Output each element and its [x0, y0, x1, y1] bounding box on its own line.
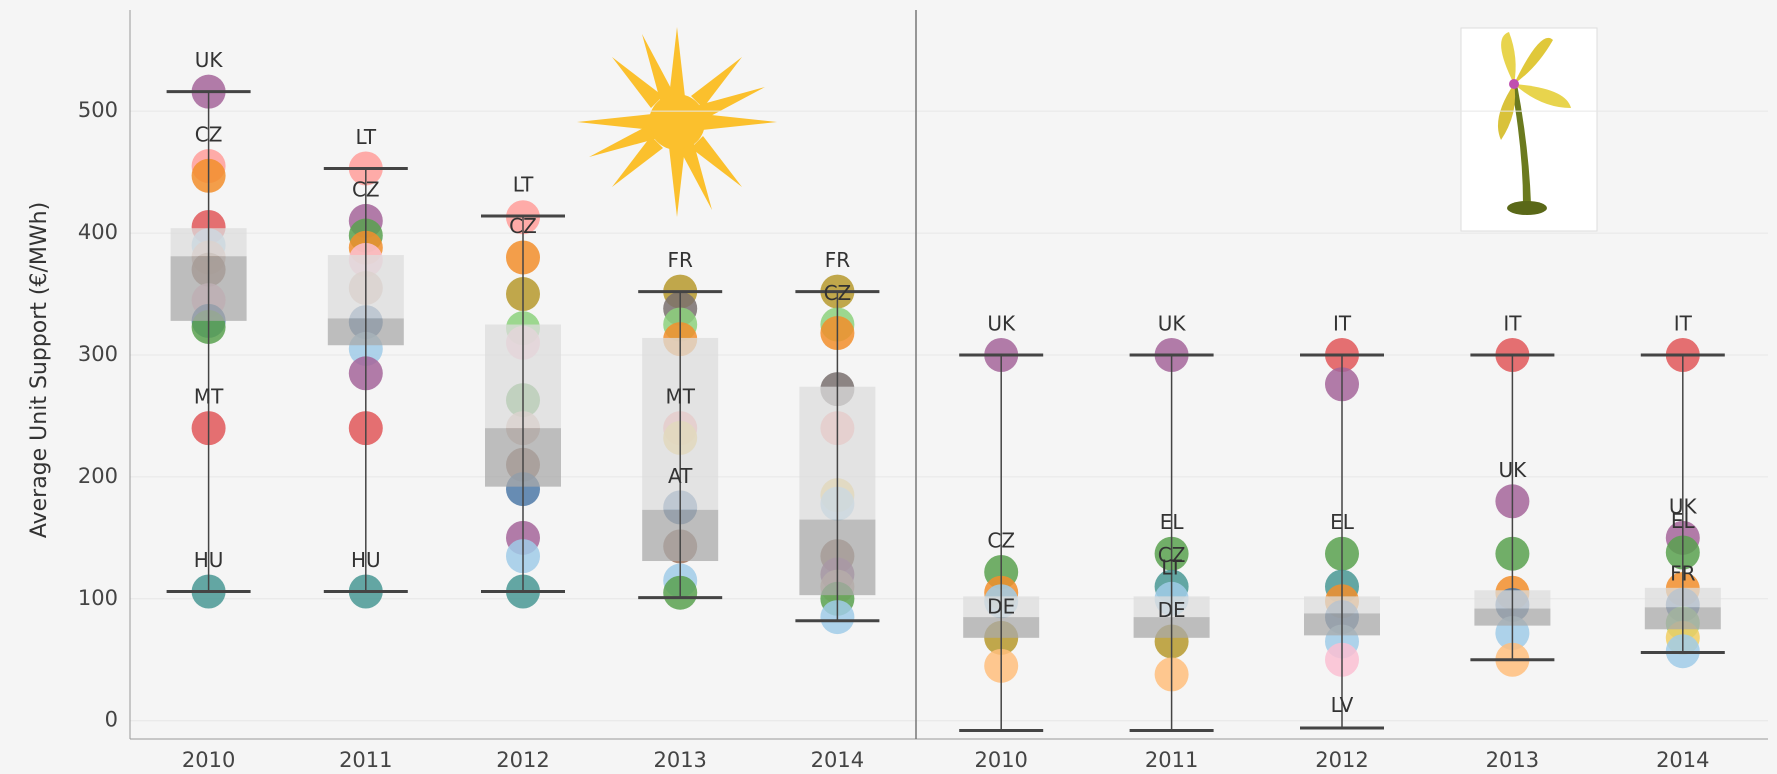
- point-label: CZ: [195, 123, 223, 147]
- point-label: CZ: [509, 214, 537, 238]
- point-label: UK: [195, 48, 224, 72]
- point-label: IT: [1674, 311, 1693, 335]
- x-tick-label: 2010: [182, 748, 235, 772]
- point-label: EL: [1671, 509, 1696, 533]
- point-label: LT: [355, 125, 376, 149]
- point-label: FR: [1670, 561, 1696, 585]
- sun-icon: [577, 27, 777, 217]
- y-tick-label: 200: [78, 464, 118, 488]
- point-label: MT: [194, 385, 224, 409]
- point-label: DE: [987, 594, 1015, 618]
- point-label: HU: [194, 548, 224, 572]
- y-tick-label: 100: [78, 586, 118, 610]
- x-tick-label: 2010: [974, 748, 1027, 772]
- point-label: LT: [513, 173, 534, 197]
- point-label: EL: [1330, 510, 1355, 534]
- x-tick-label: 2014: [1656, 748, 1709, 772]
- point-label: UK: [987, 311, 1016, 335]
- point-label: CZ: [352, 177, 380, 201]
- y-tick-label: 500: [78, 98, 118, 122]
- wind-icon: [1460, 27, 1598, 232]
- point-label: LV: [1331, 693, 1354, 717]
- y-axis-title: Average Unit Support (€/MWh): [27, 202, 52, 538]
- point-label: CZ: [1158, 543, 1186, 567]
- point-label: CZ: [987, 528, 1015, 552]
- y-tick-label: 400: [78, 220, 118, 244]
- point-label: LT: [1161, 555, 1182, 579]
- point-label: HU: [351, 548, 381, 572]
- x-tick-label: 2012: [1315, 748, 1368, 772]
- point-label: FR: [667, 248, 693, 272]
- y-tick-label: 0: [105, 708, 118, 732]
- point-label: EL: [1160, 510, 1185, 534]
- point-label: MT: [665, 385, 695, 409]
- point-label: UK: [1669, 494, 1698, 518]
- point-label: CZ: [824, 281, 852, 305]
- x-tick-label: 2013: [653, 748, 706, 772]
- point-label: AT: [668, 464, 693, 488]
- x-tick-label: 2012: [496, 748, 549, 772]
- point-label: UK: [1499, 458, 1528, 482]
- point-label: DE: [1158, 598, 1186, 622]
- point-label: FR: [825, 248, 851, 272]
- point-label: UK: [1158, 311, 1187, 335]
- x-tick-label: 2011: [1145, 748, 1198, 772]
- x-tick-label: 2014: [811, 748, 864, 772]
- x-tick-label: 2013: [1486, 748, 1539, 772]
- point-label: IT: [1333, 311, 1352, 335]
- y-tick-label: 300: [78, 342, 118, 366]
- point-label: IT: [1503, 311, 1522, 335]
- x-tick-label: 2011: [339, 748, 392, 772]
